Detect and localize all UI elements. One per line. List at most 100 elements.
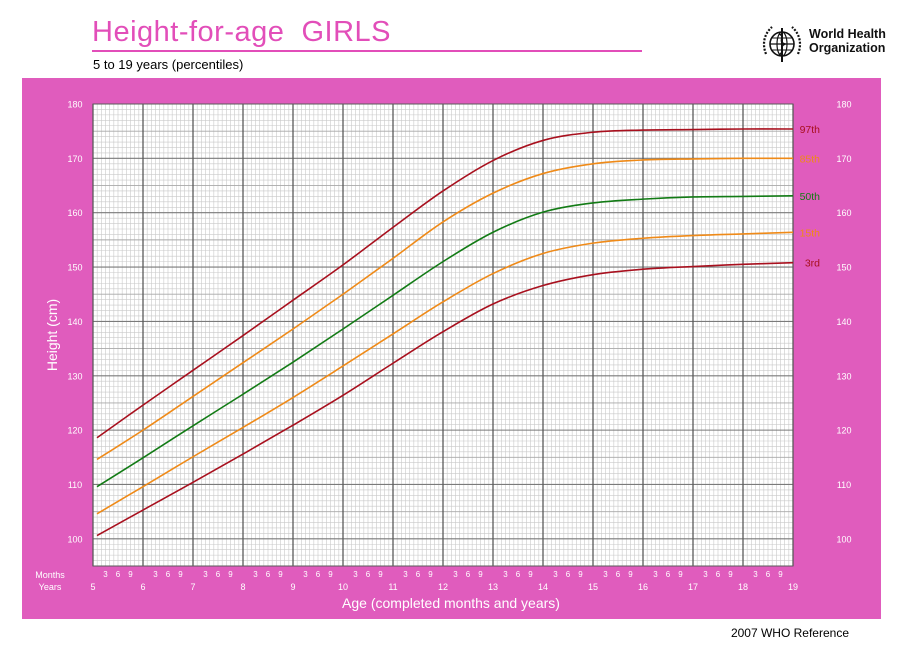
month-tick-label: 3 — [103, 570, 108, 579]
month-tick-label: 6 — [316, 570, 321, 579]
percentile-curve-50th — [96, 195, 794, 488]
year-tick-label: 5 — [90, 582, 95, 592]
y-tick-labels-left: 100 110 120 130 140 150 160 170 180 — [67, 100, 82, 545]
year-tick-label: 16 — [638, 582, 648, 592]
y-tick-label-right: 100 — [836, 534, 851, 544]
month-tick-label: 9 — [228, 570, 233, 579]
month-tick-label: 9 — [678, 570, 683, 579]
month-tick-label: 6 — [366, 570, 371, 579]
month-tick-label: 3 — [303, 570, 308, 579]
percentile-label-15th: 15th — [800, 227, 821, 239]
month-tick-label: 9 — [778, 570, 783, 579]
month-tick-label: 9 — [278, 570, 283, 579]
y-tick-label-right: 150 — [836, 263, 851, 273]
month-tick-label: 9 — [528, 570, 533, 579]
month-tick-label: 9 — [728, 570, 733, 579]
month-tick-label: 3 — [753, 570, 758, 579]
y-tick-label: 180 — [67, 100, 82, 110]
minor-gridlines — [93, 104, 793, 566]
month-tick-label: 6 — [416, 570, 421, 579]
percentile-label-97th: 97th — [800, 124, 821, 136]
percentile-curves — [96, 128, 794, 537]
month-tick-label: 9 — [328, 570, 333, 579]
x-axis-label: Age (completed months and years) — [342, 595, 560, 611]
month-tick-label: 9 — [578, 570, 583, 579]
month-tick-label: 3 — [453, 570, 458, 579]
month-tick-label: 6 — [216, 570, 221, 579]
percentile-curve-3rd — [96, 261, 794, 537]
y-tick-label: 110 — [68, 480, 82, 490]
month-tick-label: 3 — [703, 570, 708, 579]
month-tick-label: 6 — [166, 570, 171, 579]
y-tick-label: 150 — [67, 263, 82, 273]
logo-text-line2: Organization — [809, 41, 886, 55]
y-tick-label-right: 160 — [836, 208, 851, 218]
y-tick-label: 160 — [67, 208, 82, 218]
y-tick-label: 130 — [67, 371, 82, 381]
y-tick-label-right: 170 — [836, 154, 851, 164]
y-tick-label-right: 140 — [836, 317, 851, 327]
month-tick-label: 6 — [616, 570, 621, 579]
month-tick-label: 6 — [116, 570, 121, 579]
who-emblem-icon — [762, 26, 802, 62]
month-tick-label: 6 — [566, 570, 571, 579]
month-tick-label: 6 — [766, 570, 771, 579]
percentile-label-85th: 85th — [800, 153, 821, 165]
year-tick-label: 15 — [588, 582, 598, 592]
year-tick-label: 12 — [438, 582, 448, 592]
percentile-label-3rd: 3rd — [805, 258, 820, 270]
month-tick-label: 3 — [153, 570, 158, 579]
y-tick-label-right: 120 — [836, 426, 851, 436]
y-tick-labels-right: 100 110 120 130 140 150 160 170 180 — [836, 100, 851, 545]
month-tick-label: 3 — [353, 570, 358, 579]
months-label: Months — [35, 570, 65, 580]
y-axis-label: Height (cm) — [44, 299, 60, 371]
year-tick-label: 17 — [688, 582, 698, 592]
month-tick-label: 6 — [466, 570, 471, 579]
month-tick-label: 6 — [716, 570, 721, 579]
title-underline — [92, 50, 642, 52]
major-gridlines — [92, 103, 794, 567]
month-tick-label: 9 — [428, 570, 433, 579]
year-tick-label: 8 — [240, 582, 245, 592]
month-tick-label: 3 — [553, 570, 558, 579]
month-tick-label: 6 — [666, 570, 671, 579]
month-tick-label: 3 — [403, 570, 408, 579]
y-tick-label: 100 — [67, 534, 82, 544]
month-tick-label: 9 — [128, 570, 133, 579]
month-tick-label: 3 — [653, 570, 658, 579]
year-tick-label: 13 — [488, 582, 498, 592]
percentile-curve-97th — [96, 128, 794, 439]
percentile-curve-15th — [96, 231, 794, 515]
percentile-curve-85th — [96, 157, 794, 461]
who-logo: World Health Organization — [760, 22, 900, 68]
month-tick-label: 9 — [378, 570, 383, 579]
month-tick-label: 3 — [503, 570, 508, 579]
month-tick-label: 6 — [266, 570, 271, 579]
y-tick-label-right: 180 — [836, 100, 851, 110]
logo-text-line1: World Health — [809, 27, 886, 41]
year-tick-label: 10 — [338, 582, 348, 592]
y-tick-label: 120 — [67, 426, 82, 436]
y-tick-label-right: 110 — [837, 480, 851, 490]
y-tick-label: 140 — [67, 317, 82, 327]
year-tick-labels: 5 6 7 8 9 10 11 12 13 14 15 16 17 18 19 — [90, 582, 798, 592]
plot-border — [92, 103, 794, 567]
percentile-labels: 97th 85th 50th 15th 3rd — [800, 124, 821, 270]
chart-title: Height-for-age GIRLS — [92, 16, 392, 48]
year-tick-label: 11 — [388, 582, 397, 592]
year-tick-label: 18 — [738, 582, 748, 592]
y-tick-label: 170 — [67, 154, 82, 164]
percentile-label-50th: 50th — [800, 191, 821, 203]
month-tick-label: 6 — [516, 570, 521, 579]
month-tick-label: 9 — [178, 570, 183, 579]
year-tick-label: 7 — [190, 582, 195, 592]
year-tick-label: 19 — [788, 582, 798, 592]
footer-reference: 2007 WHO Reference — [730, 626, 849, 640]
month-tick-label: 9 — [478, 570, 483, 579]
years-label: Years — [39, 582, 62, 592]
month-tick-label: 3 — [253, 570, 258, 579]
chart-subtitle: 5 to 19 years (percentiles) — [93, 57, 244, 72]
